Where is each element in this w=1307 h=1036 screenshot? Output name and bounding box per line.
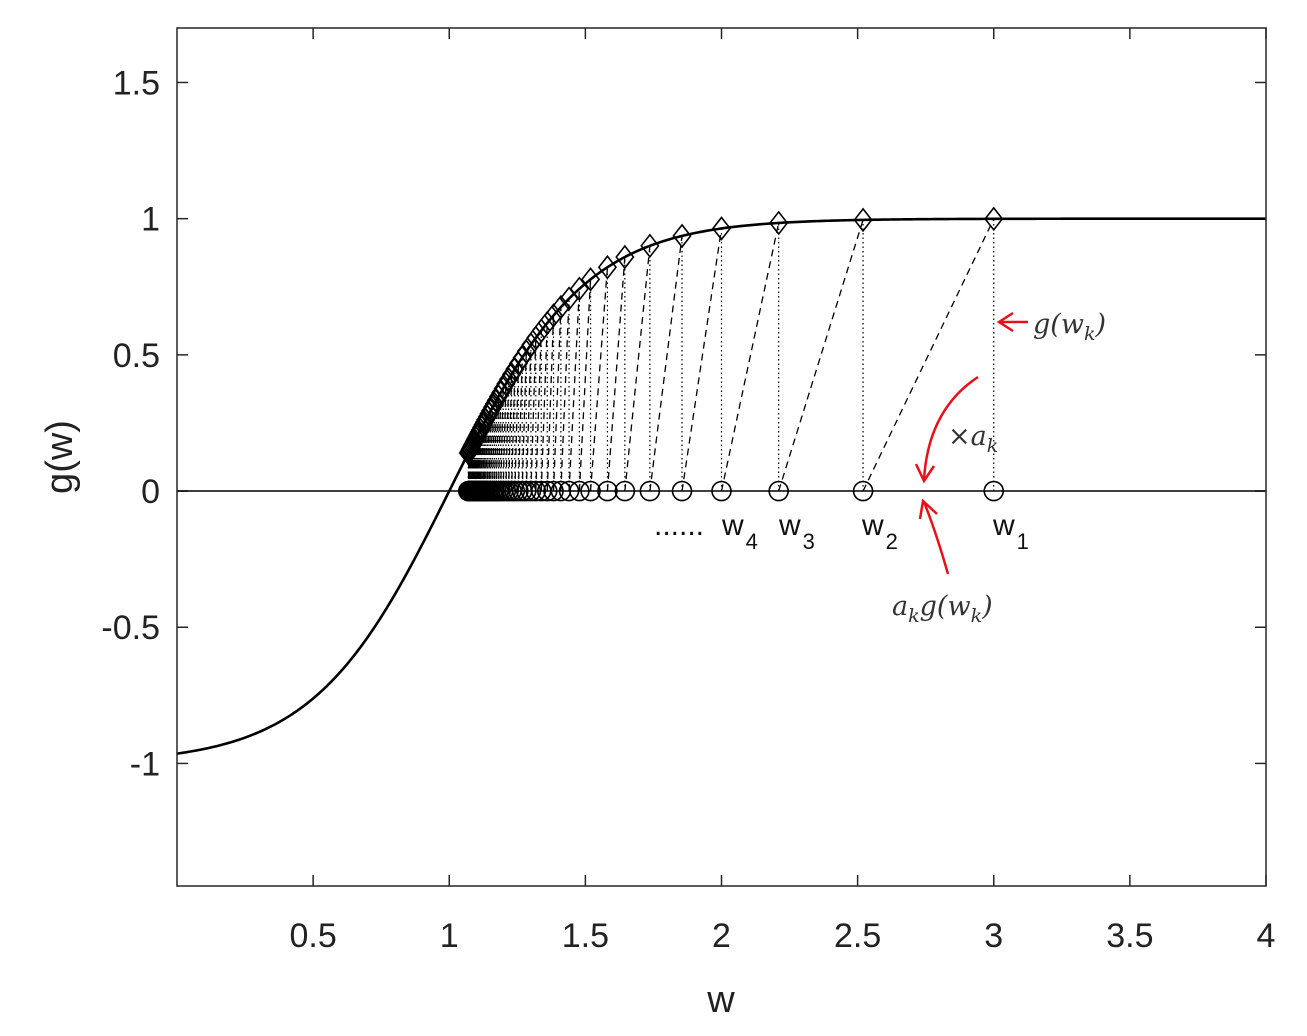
y-tick-label: 1.5	[113, 64, 160, 102]
dashed-step	[514, 363, 520, 492]
iterate-diamond	[711, 216, 732, 241]
iterate-diamond	[769, 210, 789, 236]
dashed-step	[589, 267, 609, 492]
x-tick-label: 2.5	[834, 917, 881, 955]
dashed-step	[681, 228, 723, 492]
red-arrow-times-ak	[922, 375, 979, 481]
iterate-diamond	[672, 223, 692, 249]
y-tick-label: 1	[141, 201, 160, 239]
x-tick-label: 2	[712, 917, 731, 955]
x-tick-label: 1.5	[562, 917, 609, 955]
iterate-circle	[711, 480, 732, 502]
x-tick-label: 1	[440, 917, 459, 955]
w2-label: w2	[861, 509, 898, 554]
iterate-circle	[580, 480, 601, 502]
iterate-diamond	[640, 233, 660, 259]
dashed-step	[546, 315, 555, 492]
iterate-diamond	[458, 440, 478, 466]
y-tick-label: 0.5	[113, 337, 160, 375]
red-arrow-ak-gwk	[922, 501, 950, 575]
iterate-circle	[525, 480, 547, 502]
iterate-circle	[983, 480, 1005, 502]
iterate-labels: ...... w4 w3 w2 w1	[654, 509, 1029, 554]
iterate-circle	[597, 480, 618, 502]
dashed-step	[507, 374, 513, 492]
x-axis-title: w	[706, 979, 735, 1021]
dashed-step	[525, 344, 532, 492]
dashed-step	[560, 298, 570, 492]
dashed-step	[530, 337, 537, 492]
red-arrowhead-ak-gwk	[918, 498, 938, 520]
iterate-circle	[614, 480, 636, 502]
g-curve	[176, 217, 1266, 755]
iterate-circle	[515, 480, 537, 502]
dashed-step	[720, 222, 780, 492]
y-axis-title: g(w)	[39, 420, 81, 494]
dashed-step	[500, 388, 504, 492]
w3-label: w3	[778, 509, 815, 554]
dashed-step	[862, 218, 995, 492]
iterate-diamond	[559, 286, 579, 311]
red-arrow-g-wk	[996, 311, 1028, 333]
annotations: g(wk) ×ak akg(wk)	[892, 309, 1106, 627]
iterate-diamond	[984, 206, 1004, 232]
w1-label: w1	[992, 509, 1029, 554]
iterate-circle	[768, 480, 789, 502]
dashed-step	[497, 392, 502, 492]
y-tick-label: -1	[130, 745, 160, 783]
dashed-step	[568, 288, 581, 492]
dashed-step	[540, 322, 548, 492]
dots-label: ......	[654, 509, 704, 542]
x-tick-label: 3.5	[1106, 917, 1153, 955]
dashed-step	[474, 438, 477, 492]
plot-background	[177, 28, 1266, 886]
dashed-step	[535, 330, 542, 492]
x-tick-label: 3	[984, 917, 1003, 955]
dashed-step	[649, 235, 683, 492]
annotation-g-wk: g(wk)	[1033, 309, 1106, 345]
x-tick-label: 4	[1257, 917, 1276, 955]
x-tick-label: 0.5	[289, 917, 336, 955]
markers	[458, 206, 1005, 502]
iterate-diamond	[597, 254, 618, 280]
iterate-circle	[558, 480, 580, 502]
red-arrowhead-times-ak	[914, 463, 936, 484]
dashed-step	[502, 383, 507, 492]
annotation-ak-gwk: akg(wk)	[892, 591, 993, 627]
iterate-diamond	[853, 207, 873, 233]
dashed-step	[552, 307, 562, 492]
iterate-diamond	[569, 276, 589, 302]
iterate-circle	[639, 480, 661, 502]
plot-frame	[176, 27, 1267, 887]
iterate-circle	[458, 480, 479, 502]
iterate-circle	[543, 480, 564, 502]
dashed-step	[517, 357, 523, 492]
y-tick-label: -0.5	[101, 609, 160, 647]
dashed-step	[606, 256, 626, 492]
iterate-circle	[671, 480, 693, 502]
dashed-step	[624, 245, 651, 492]
annotation-times-ak: ×ak	[948, 421, 998, 457]
y-tick-label: 0	[141, 473, 160, 511]
tick-labels: 0.5 1 1.5 2 2.5 3 3.5 4 -1 -0.5 0 0.5 1 1.5	[101, 64, 1275, 955]
dashed-step	[510, 369, 516, 492]
iterate-circle	[852, 480, 874, 502]
iterate-circle	[536, 480, 558, 502]
iterate-diamond	[580, 267, 601, 292]
w4-label: w4	[721, 509, 758, 554]
iterate-diamond	[615, 244, 635, 270]
